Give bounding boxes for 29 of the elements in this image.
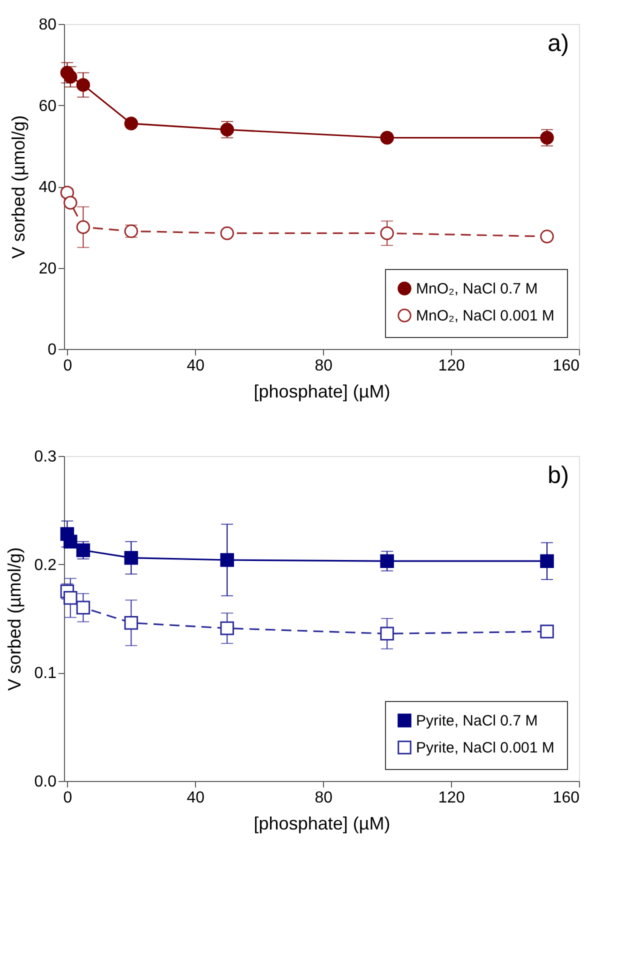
legend-label: Pyrite, NaCl 0.7 M	[416, 712, 538, 730]
y-tick-label: 40	[38, 179, 57, 196]
x-tick-label: 40	[186, 358, 205, 374]
x-tick-label: 160	[552, 790, 580, 806]
x-tick-label: 0	[63, 358, 72, 374]
y-axis-title: V sorbed (µmol/g)	[4, 547, 24, 691]
x-tick-label: 0	[63, 790, 72, 806]
x-tick-label: 120	[438, 790, 465, 806]
x-tick-label: 40	[186, 790, 205, 806]
y-tick-label: 20	[38, 260, 57, 278]
legend-label: MnO₂, NaCl 0.001 M	[416, 308, 554, 324]
y-axis-title: V sorbed (µmol/g)	[8, 115, 29, 259]
y-tick-label: 0	[48, 342, 57, 358]
legend-label: Pyrite, NaCl 0.001 M	[416, 740, 554, 756]
x-tick-label: 80	[314, 790, 333, 806]
y-tick-label: 0.1	[34, 665, 57, 682]
y-tick-label: 0.3	[34, 448, 57, 466]
x-tick-label: 120	[438, 358, 465, 374]
y-tick-label: 0.2	[34, 556, 57, 574]
annotation: b)	[548, 462, 569, 489]
x-axis-title: [phosphate] (µM)	[254, 382, 390, 402]
y-tick-label: 0.0	[34, 774, 57, 790]
x-tick-label: 160	[552, 358, 580, 374]
legend-label: MnO₂, NaCl 0.7 M	[416, 280, 538, 298]
annotation: a)	[548, 30, 569, 57]
y-tick-label: 60	[38, 98, 57, 115]
y-tick-label: 80	[38, 16, 57, 34]
x-axis-title: [phosphate] (µM)	[254, 814, 390, 834]
x-tick-label: 80	[314, 358, 333, 374]
